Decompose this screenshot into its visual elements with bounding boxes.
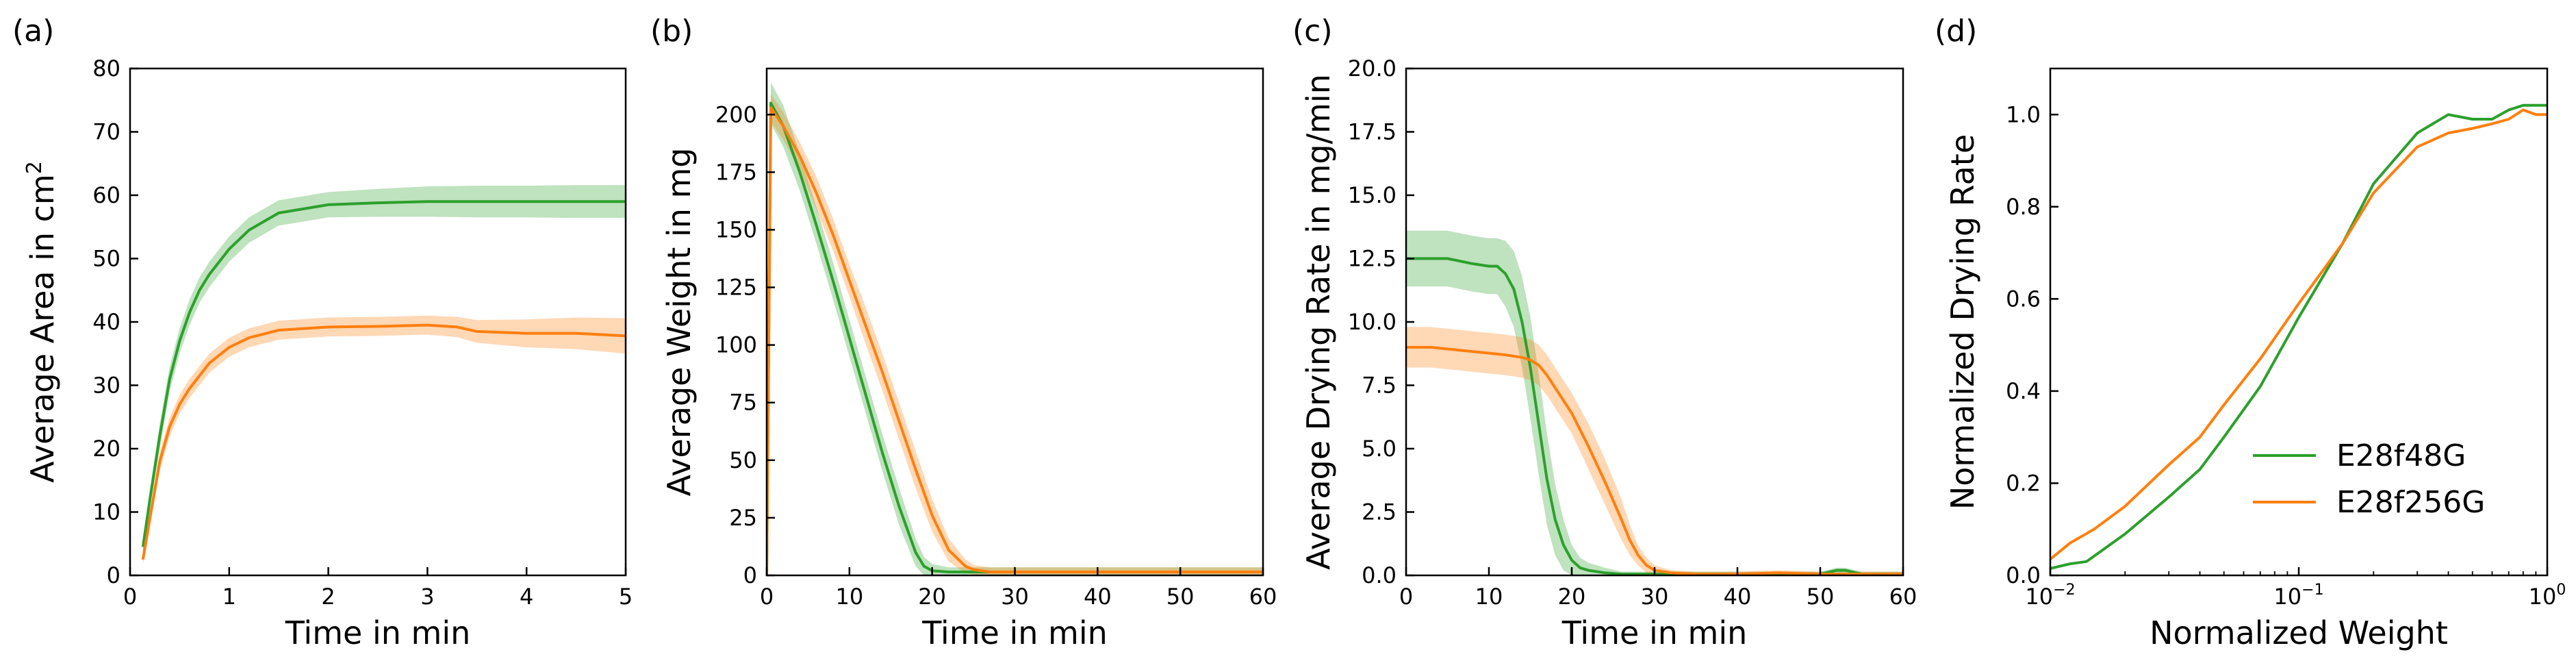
y-tick-label: 10 — [92, 499, 120, 525]
legend-label-E28f256G: E28f256G — [2336, 485, 2485, 520]
x-tick-label: 20 — [1558, 584, 1586, 610]
y-axis-title: Average Weight in mg — [661, 148, 698, 497]
y-tick-label: 25 — [729, 505, 757, 531]
panel-label: (b) — [650, 14, 693, 49]
panel-b: (b) 0 10 20 30 40 50 60 0 25 50 75 100 125 150 175 200 Ti… — [650, 14, 1277, 651]
y-tick-label: 7.5 — [1362, 373, 1397, 399]
y-tick-label: 175 — [715, 159, 757, 185]
x-tick-label: 3 — [420, 584, 434, 610]
x-tick-label: 30 — [1641, 584, 1669, 610]
y-tick-label: 75 — [729, 390, 757, 416]
y-tick-label: 0.6 — [2006, 286, 2041, 312]
series-line-E28f48G — [767, 101, 1263, 575]
y-tick-label: 80 — [92, 55, 120, 82]
plot-area — [1406, 230, 1903, 575]
x-tick-label: 100 — [2529, 582, 2566, 610]
y-tick-label: 125 — [715, 275, 757, 301]
y-axis-title: Average Area in cm2 — [23, 161, 61, 483]
plot-area — [2050, 103, 2547, 570]
x-tick-label: 60 — [1889, 584, 1917, 610]
y-tick-label: 30 — [92, 373, 120, 399]
panel-c: (c) 0 10 20 30 40 50 60 0.0 2.5 5.0 7.5 10.0 12.5 15.0… — [1292, 14, 1917, 651]
plot-area — [141, 185, 626, 565]
x-axis-title: Normalized Weight — [2150, 614, 2448, 651]
confidence-band-E28f48G — [1406, 230, 1903, 575]
y-tick-label: 0.2 — [2006, 470, 2041, 496]
x-axis-title: Time in min — [285, 614, 471, 651]
x-tick-label: 0 — [1399, 584, 1413, 610]
y-tick-label: 12.5 — [1348, 246, 1397, 272]
x-tick-exponent: 0 — [2556, 582, 2566, 599]
y-tick-label: 200 — [715, 101, 757, 127]
y-axis-title-superscript: 2 — [23, 161, 47, 174]
series-line-E28f256G — [2050, 108, 2547, 561]
x-tick-label: 0 — [123, 584, 137, 610]
x-tick-label: 30 — [1001, 584, 1029, 610]
x-tick-exponent: −1 — [2301, 582, 2323, 599]
y-tick-label: 10.0 — [1348, 309, 1397, 335]
x-tick-label: 10 — [1475, 584, 1503, 610]
x-tick-label: 2 — [321, 584, 335, 610]
x-tick-label: 50 — [1166, 584, 1195, 610]
legend-label-E28f48G: E28f48G — [2336, 438, 2466, 473]
x-tick-label: 10−1 — [2273, 582, 2323, 610]
panel-label: (d) — [1935, 14, 1977, 49]
series-line-E28f256G — [1406, 346, 1903, 575]
x-tick-label: 60 — [1249, 584, 1277, 610]
y-tick-label: 100 — [715, 332, 757, 358]
confidence-band-E28f256G — [142, 315, 626, 565]
y-tick-label: 20.0 — [1348, 55, 1397, 82]
y-axis-title: Average Drying Rate in mg/min — [1300, 74, 1337, 570]
x-tick-label: 50 — [1807, 584, 1835, 610]
y-tick-label: 17.5 — [1348, 119, 1397, 145]
y-tick-label: 50 — [92, 246, 120, 272]
x-tick-label: 40 — [1084, 584, 1112, 610]
y-tick-label: 50 — [729, 447, 757, 473]
series-line-E28f256G — [767, 106, 1263, 575]
x-tick-label: 20 — [918, 584, 946, 610]
confidence-band-E28f256G — [767, 94, 1263, 575]
series-line-E28f256G — [141, 323, 626, 560]
plot-area — [767, 82, 1263, 575]
x-tick-label: 1 — [222, 584, 236, 610]
x-axis-title: Time in min — [921, 614, 1108, 651]
y-tick-label: 0.0 — [2006, 562, 2041, 588]
y-tick-label: 150 — [715, 216, 757, 242]
y-tick-label: 60 — [92, 182, 120, 208]
y-tick-label: 40 — [92, 309, 120, 335]
series-line-E28f48G — [141, 200, 626, 547]
y-tick-label: 0 — [743, 562, 757, 588]
x-tick-label: 40 — [1724, 584, 1752, 610]
legend: E28f48G E28f256G — [2253, 438, 2485, 520]
x-axis-title: Time in min — [1561, 614, 1748, 651]
y-tick-label: 0.4 — [2006, 378, 2041, 404]
x-tick-exponent: −2 — [2053, 582, 2075, 599]
y-tick-label: 0.0 — [1362, 562, 1397, 588]
panel-label: (a) — [12, 14, 54, 49]
y-tick-label: 0 — [107, 562, 120, 588]
y-tick-label: 0.8 — [2006, 194, 2041, 220]
series-line-E28f48G — [1406, 257, 1903, 575]
y-tick-label: 20 — [92, 436, 120, 462]
confidence-band-E28f48G — [142, 185, 626, 553]
panel-d: (d) 10−2 10−1 100 0.0 0.2 0.4 0.6 0.8 1.0 Normaliz… — [1935, 14, 2566, 651]
axes-frame — [1405, 67, 1904, 577]
x-tick-label: 0 — [760, 584, 774, 610]
x-tick-label: 5 — [619, 584, 633, 610]
confidence-band-E28f48G — [767, 82, 1263, 575]
y-tick-label: 2.5 — [1362, 499, 1397, 525]
y-tick-label: 5.0 — [1362, 436, 1397, 462]
x-tick-label: 4 — [520, 584, 533, 610]
x-tick-label: 10 — [835, 584, 863, 610]
panel-label: (c) — [1292, 14, 1333, 49]
x-tick-label: 10−2 — [2025, 582, 2075, 610]
confidence-band-E28f256G — [1406, 327, 1903, 575]
y-tick-label: 70 — [92, 119, 120, 145]
y-tick-label: 1.0 — [2006, 101, 2041, 127]
y-tick-label: 15.0 — [1348, 182, 1397, 208]
y-axis-title: Normalized Drying Rate — [1944, 134, 1981, 510]
